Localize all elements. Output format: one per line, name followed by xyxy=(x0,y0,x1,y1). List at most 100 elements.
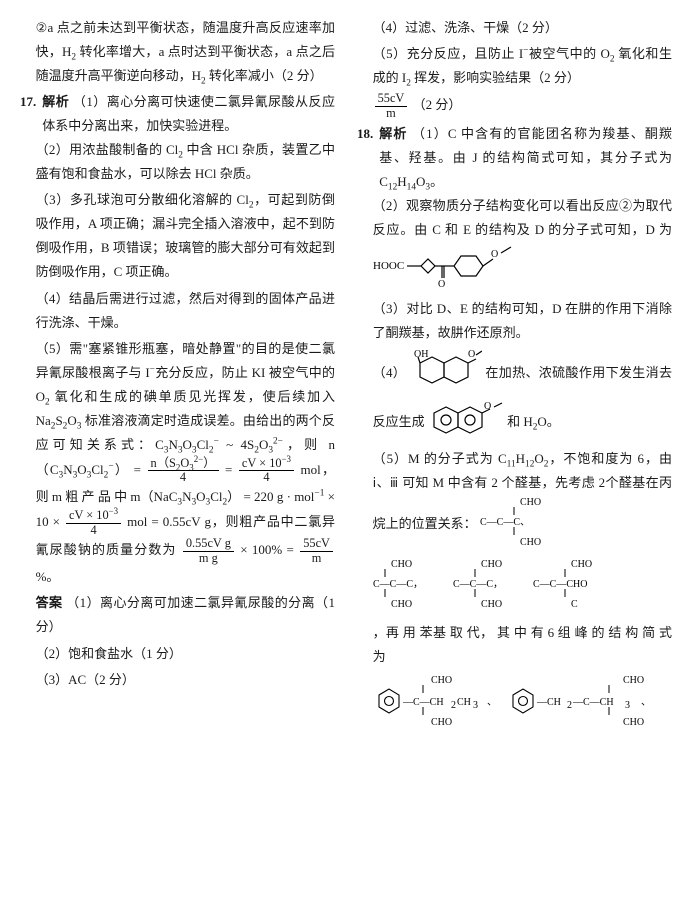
q17-head: 17. 解析 （1）离心分离可快速使二氯异氰尿酸从反应体系中分离出来，加快实验进… xyxy=(20,90,335,138)
t: ） xyxy=(203,456,215,470)
t: O xyxy=(196,489,205,504)
t: 和 H xyxy=(507,414,533,429)
q18-2: （2）观察物质分子结构变化可以看出反应②为取代反应。由 C 和 E 的结构及 D… xyxy=(373,194,672,294)
t: ~ 4S xyxy=(219,437,254,452)
svg-text:CHO: CHO xyxy=(571,559,592,570)
jiexi-label: 解析 xyxy=(42,94,69,109)
svg-text:3: 3 xyxy=(473,700,478,711)
q18-4: （4） OH O 在加热、浓硫酸作用下发生消去反应生成 xyxy=(373,347,672,445)
daan-label: 答案 xyxy=(36,595,63,610)
svg-text:C—C—CHO: C—C—CHO xyxy=(533,579,587,590)
svg-text:CHO: CHO xyxy=(520,497,541,508)
frac3-den: 4 xyxy=(66,524,121,538)
t: %。 xyxy=(36,569,60,584)
svg-text:CHO: CHO xyxy=(391,559,412,570)
svg-text:2: 2 xyxy=(451,700,456,711)
frac2-num: cV × 10−3 xyxy=(239,457,294,472)
t: n（S xyxy=(151,456,176,470)
structure-D: HOOC O O xyxy=(373,243,518,295)
q17-2: （2）用浓盐酸制备的 Cl2 中含 HCl 杂质，装置乙中盛有饱和食盐水，可以除… xyxy=(36,138,335,186)
svg-text:CHO: CHO xyxy=(623,675,644,686)
q18-5-structures: CHO C—C—C， CHO CHO C—C—C， CHO CHO C—C—CH… xyxy=(373,557,672,669)
svg-text:C—C—C，: C—C—C， xyxy=(373,579,423,590)
q18-5a: （5）M 的分子式为 C11H12O2，不饱和度为 6，由 ⅰ、ⅲ 可知 M 中… xyxy=(373,447,672,555)
svg-text:CHO: CHO xyxy=(391,599,412,610)
sup-2m: 2− xyxy=(194,454,203,464)
q17-a3: （3）AC（2 分） xyxy=(36,668,335,692)
right-column: （4）过滤、洗涤、干燥（2 分） （5）充分反应，且防止 I−被空气中的 O2 … xyxy=(357,16,672,902)
sup-2m: 2− xyxy=(273,436,283,446)
q17-3: （3）多孔球泡可分散细化溶解的 Cl2，可起到防倒吸作用，A 项正确；漏斗完全插… xyxy=(36,188,335,284)
t: O xyxy=(416,174,425,189)
svg-text:HOOC: HOOC xyxy=(373,260,404,272)
text: （2）用浓盐酸制备的 Cl xyxy=(36,142,179,157)
svg-text:C: C xyxy=(571,599,578,610)
q18-number: 18. xyxy=(357,122,373,194)
r-p2: （5）充分反应，且防止 I−被空气中的 O2 氧化和生成的 I2 挥发，影响实验… xyxy=(373,42,672,90)
cho-row-icons: CHO C—C—C， CHO CHO C—C—C， CHO CHO C—C—CH… xyxy=(373,557,692,621)
frac3-num: cV × 10−3 xyxy=(66,509,121,524)
t: S xyxy=(55,413,62,428)
s3: 3 xyxy=(268,445,273,455)
frac-r-num: 55cV xyxy=(375,92,408,107)
t: N xyxy=(63,462,72,477)
t: Cl xyxy=(197,437,209,452)
svg-text:2: 2 xyxy=(567,700,572,711)
t: ） = 220 g · mol xyxy=(227,489,314,504)
t: （2）观察物质分子结构变化可以看出反应②为取代反应。由 C 和 E 的结构及 D… xyxy=(373,198,672,237)
t: O xyxy=(180,456,189,470)
q18-text: 解析 （1）C 中含有的官能团名称为羧基、酮羰基、羟基。由 J 的结构简式可知，… xyxy=(379,122,672,194)
t: H xyxy=(397,174,406,189)
svg-text:CH: CH xyxy=(457,697,471,708)
t: × 100% = xyxy=(240,542,298,557)
structure-naphtho-ether: O xyxy=(428,401,504,445)
r-p1: （4）过滤、洗涤、干燥（2 分） xyxy=(373,16,672,40)
svg-text:O: O xyxy=(484,401,491,412)
sup-m1: −1 xyxy=(314,489,324,499)
t: cV × 10 xyxy=(69,508,109,522)
s11: 11 xyxy=(507,459,516,469)
t: N xyxy=(168,437,177,452)
q18-5-phenyl: CHO —C—CH 2 CH 3 CHO 、 CHO xyxy=(373,671,672,739)
t: 挥发，影响实验结果（2 分） xyxy=(411,70,580,85)
t: m（NaC xyxy=(130,489,177,504)
t: （4） xyxy=(373,365,407,380)
frac1-num: n（S2O32−） xyxy=(148,457,219,472)
para-2a: ②a 点之前未达到平衡状态，随温度升高反应速率加快，H2 转化率增大，a 点时达… xyxy=(36,16,335,88)
svg-text:、: 、 xyxy=(487,697,497,708)
frac4-num: 0.55cV g xyxy=(183,537,234,552)
cho-branch-icon: CHO C—C—C、 CHO xyxy=(480,495,552,555)
t: （5）充分反应，且防止 I xyxy=(373,46,524,61)
s2: 2 xyxy=(209,445,214,455)
t: 被空气中的 O xyxy=(528,46,609,61)
q17-number: 17. xyxy=(20,90,36,138)
q17-5: （5）需"塞紧锥形瓶塞，暗处静置"的目的是使二氯异氰尿酸根离子与 I−充分反应，… xyxy=(36,337,335,590)
svg-text:、: 、 xyxy=(641,697,651,708)
svg-text:O: O xyxy=(491,249,498,260)
svg-text:CHO: CHO xyxy=(431,717,452,728)
t: O xyxy=(77,462,86,477)
sup-m3: −3 xyxy=(282,454,291,464)
frac5-den: m xyxy=(300,552,333,566)
eq: = xyxy=(225,462,237,477)
q18-3: （3）对比 D、E 的结构可知，D 在肼的作用下消除了酮羰基，故肼作还原剂。 xyxy=(373,297,672,345)
svg-text:O: O xyxy=(438,279,445,287)
q17-a2: （2）饱和食盐水（1 分） xyxy=(36,642,335,666)
t: O xyxy=(67,413,76,428)
frac-3: cV × 10−3 4 xyxy=(66,509,121,537)
svg-text:—CH: —CH xyxy=(536,697,561,708)
s12: 12 xyxy=(388,183,397,193)
q18-head: 18. 解析 （1）C 中含有的官能团名称为羧基、酮羰基、羟基。由 J 的结构简… xyxy=(357,122,672,194)
frac5-num: 55cV xyxy=(300,537,333,552)
t: ，再 用 苯基 取 代， 其 中 有 6 组 峰 的 结 构 简 式 为 xyxy=(373,625,672,664)
t: ） = xyxy=(114,462,146,477)
t: 。 xyxy=(430,174,443,189)
frac-2: cV × 10−3 4 xyxy=(239,457,294,485)
a1: （1）离心分离可加速二氯异氰尿酸的分离（1 分） xyxy=(36,595,335,634)
t: O。 xyxy=(537,414,559,429)
q17-text: 解析 （1）离心分离可快速使二氯异氰尿酸从反应体系中分离出来，加快实验进程。 xyxy=(42,90,335,138)
t: O xyxy=(183,437,192,452)
t: O xyxy=(534,451,543,466)
svg-text:—C—CH: —C—CH xyxy=(572,697,614,708)
structure-tetralol: OH O xyxy=(410,347,482,401)
